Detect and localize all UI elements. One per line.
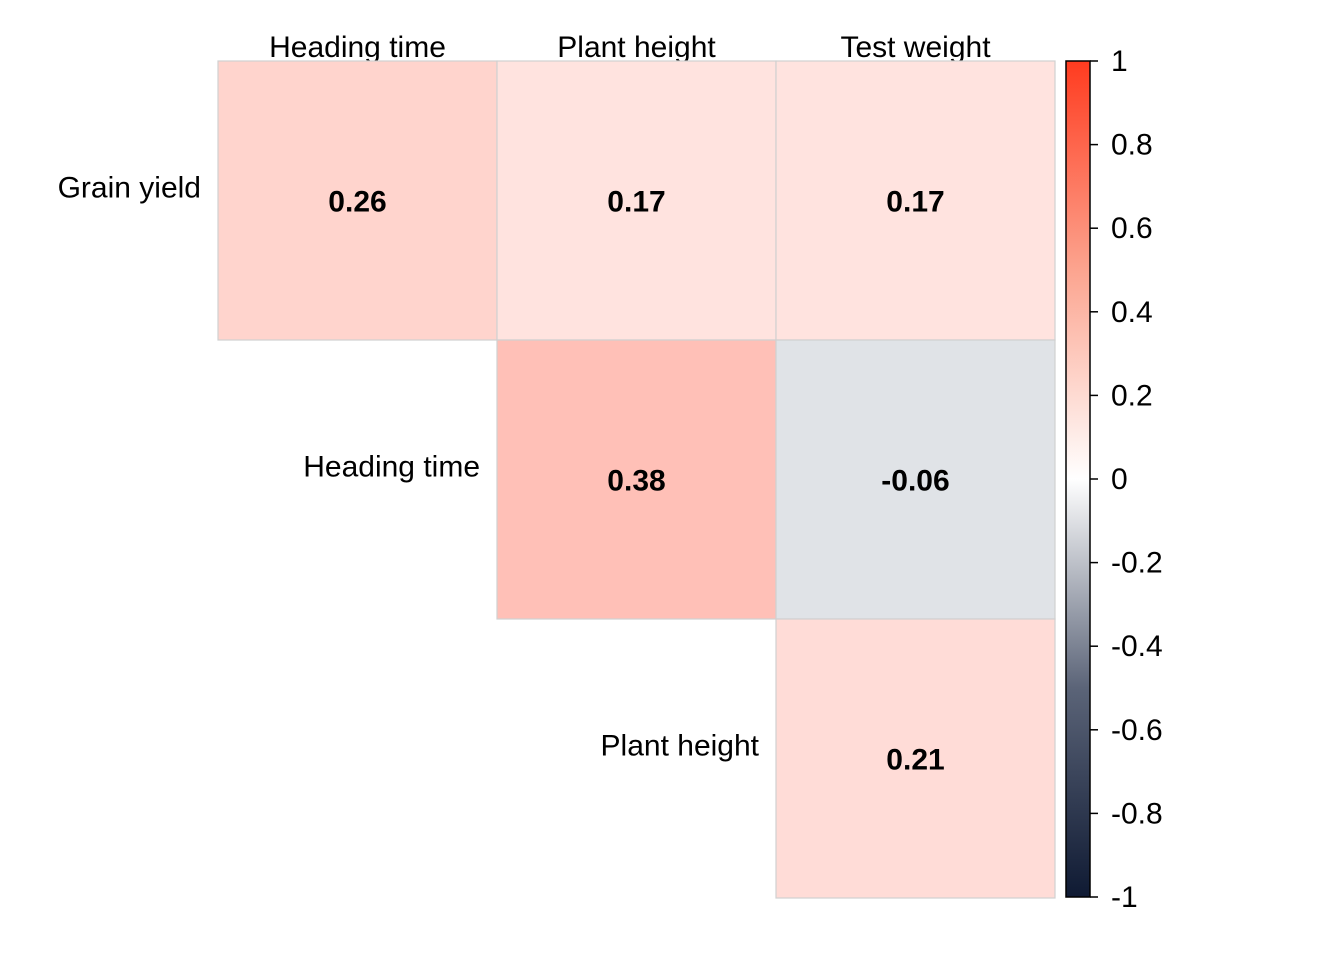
column-labels: Heading time Plant height Test weight <box>269 31 991 64</box>
heatmap-cell <box>775 339 1056 620</box>
cell-value-label: -0.06 <box>881 465 949 498</box>
colorbar-tick-label: 0.2 <box>1111 379 1153 412</box>
column-label: Heading time <box>269 31 446 64</box>
colorbar-gradient <box>1065 60 1091 898</box>
row-label: Heading time <box>303 451 480 484</box>
heatmap-cell <box>775 618 1056 899</box>
cell-value-label: 0.17 <box>886 186 944 219</box>
heatmap-cell <box>775 60 1056 341</box>
colorbar-tick-label: -1 <box>1111 881 1138 914</box>
colorbar-tick-label: 0.8 <box>1111 129 1153 162</box>
column-label: Plant height <box>557 31 716 64</box>
cell-value-label: 0.26 <box>328 186 386 219</box>
colorbar-tick-label: -0.6 <box>1111 714 1163 747</box>
colorbar-tick-label: 0.6 <box>1111 212 1153 245</box>
colorbar-tick-label: 0 <box>1111 463 1128 496</box>
row-label: Grain yield <box>58 172 201 205</box>
colorbar-tick-label: -0.8 <box>1111 797 1163 830</box>
colorbar-tick-label: 0.4 <box>1111 296 1153 329</box>
colorbar-tick-label: -0.4 <box>1111 630 1163 663</box>
cell-value-label: 0.21 <box>886 744 944 777</box>
colorbar-tick-label: 1 <box>1111 45 1128 78</box>
heatmap-cell <box>496 339 777 620</box>
cell-value-label: 0.17 <box>607 186 665 219</box>
heatmap-cell <box>496 60 777 341</box>
column-label: Test weight <box>840 31 991 64</box>
row-labels: Grain yield Heading time Plant height <box>58 172 760 763</box>
row-label: Plant height <box>601 730 760 763</box>
colorbar: 1 0.8 0.6 0.4 0.2 0 -0.2 -0.4 -0.6 -0.8 -1 <box>1065 45 1163 914</box>
heatmap-cells: 0.26 0.17 0.17 0.38 -0.06 0.21 <box>217 60 1056 899</box>
cell-value-label: 0.38 <box>607 465 665 498</box>
colorbar-tick-label: -0.2 <box>1111 547 1163 580</box>
